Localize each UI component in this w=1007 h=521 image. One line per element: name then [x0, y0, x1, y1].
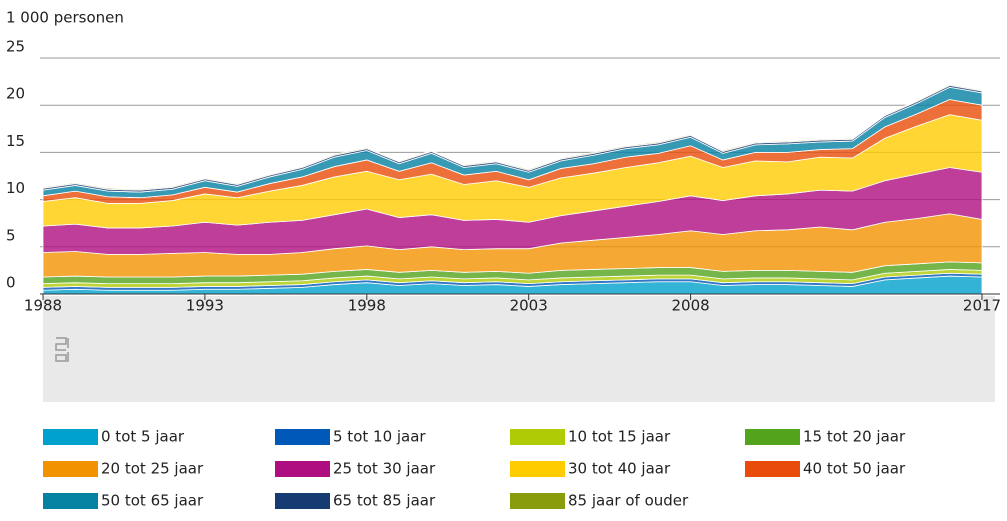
- legend-label: 20 tot 25 jaar: [101, 460, 204, 478]
- legend-swatch: [275, 493, 330, 509]
- legend-label: 10 tot 15 jaar: [568, 428, 671, 446]
- y-tick-label: 20: [6, 85, 25, 103]
- x-tick-label: 2008: [671, 297, 709, 315]
- legend-label: 5 tot 10 jaar: [333, 428, 426, 446]
- legend-swatch: [510, 461, 565, 477]
- area: [42, 84, 983, 191]
- legend-swatch: [745, 461, 800, 477]
- legend-swatch: [43, 461, 98, 477]
- legend-label: 0 tot 5 jaar: [101, 428, 185, 446]
- x-tick-label: 2017: [963, 297, 1001, 315]
- y-tick-label: 5: [6, 226, 16, 244]
- legend-swatch: [745, 429, 800, 445]
- legend-label: 25 tot 30 jaar: [333, 460, 436, 478]
- legend-swatch: [275, 429, 330, 445]
- y-tick-label: 10: [6, 179, 25, 197]
- y-tick-label: 15: [6, 132, 25, 150]
- legend-swatch: [43, 493, 98, 509]
- legend-swatch: [43, 429, 98, 445]
- x-tick-label: 1993: [186, 297, 224, 315]
- footer-panel: [43, 296, 995, 402]
- y-tick-label: 0: [6, 274, 16, 292]
- y-axis-label: 1 000 personen: [6, 9, 124, 27]
- x-tick-label: 1988: [24, 297, 62, 315]
- logo: [55, 337, 69, 362]
- legend-swatch: [275, 461, 330, 477]
- x-tick-label: 1998: [348, 297, 386, 315]
- legend-label: 30 tot 40 jaar: [568, 460, 671, 478]
- legend-label: 85 jaar of ouder: [568, 492, 689, 510]
- legend-label: 40 tot 50 jaar: [803, 460, 906, 478]
- legend-label: 65 tot 85 jaar: [333, 492, 436, 510]
- y-tick-label: 25: [6, 38, 25, 56]
- legend-label: 50 tot 65 jaar: [101, 492, 204, 510]
- legend-swatch: [510, 493, 565, 509]
- legend-swatch: [510, 429, 565, 445]
- legend-label: 15 tot 20 jaar: [803, 428, 906, 446]
- x-tick-label: 2003: [510, 297, 548, 315]
